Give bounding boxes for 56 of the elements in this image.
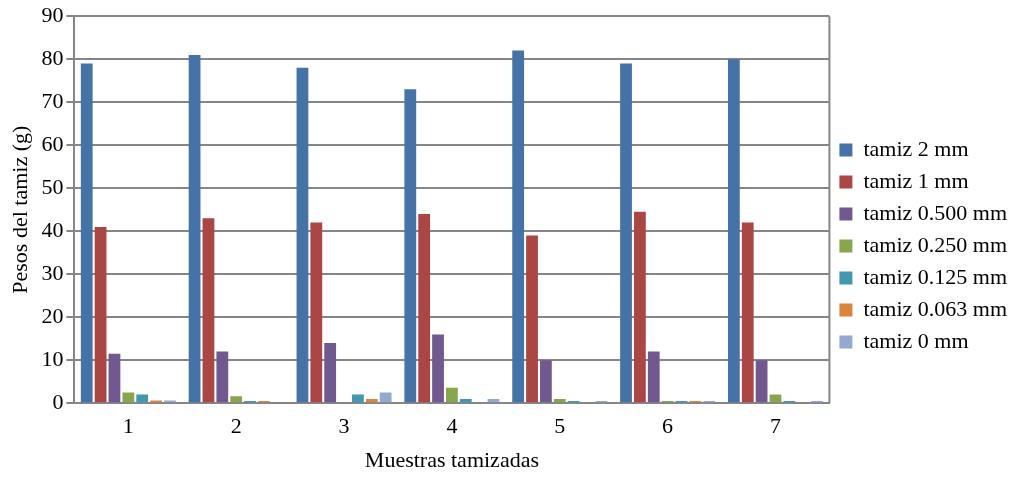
bar — [633, 211, 646, 403]
bar — [188, 54, 201, 403]
bar — [108, 353, 121, 403]
bar — [755, 360, 768, 403]
legend-label: tamiz 0.250 mm — [863, 231, 1007, 257]
bar — [741, 222, 754, 403]
x-tick-label: 3 — [338, 413, 350, 439]
bar — [446, 387, 458, 403]
bar — [230, 396, 243, 403]
y-tick-label: 70 — [41, 87, 64, 113]
bar — [540, 360, 552, 403]
bar — [122, 392, 135, 403]
x-tick-label: 7 — [769, 413, 781, 439]
y-tick-label: 50 — [41, 173, 64, 199]
legend-label: tamiz 0.500 mm — [863, 199, 1007, 225]
bar — [647, 351, 660, 403]
bar — [324, 343, 337, 403]
legend-label: tamiz 0 mm — [863, 327, 969, 353]
bar — [727, 59, 740, 403]
bar — [365, 398, 378, 403]
y-axis-title: Pesos del tamiz (g) — [6, 125, 32, 294]
x-tick-label: 6 — [662, 413, 674, 439]
legend-label: tamiz 1 mm — [863, 167, 969, 193]
x-tick-label: 5 — [554, 413, 566, 439]
y-tick-label: 80 — [41, 44, 64, 70]
bar — [620, 63, 632, 403]
y-tick-label: 0 — [52, 388, 64, 414]
y-tick-label: 60 — [41, 130, 64, 156]
y-tick-label: 40 — [41, 216, 64, 242]
x-tick-label: 2 — [230, 413, 242, 439]
bar — [526, 235, 538, 403]
y-tick-label: 90 — [41, 1, 64, 27]
bar — [80, 63, 93, 403]
y-tick-label: 20 — [41, 302, 64, 328]
bar — [404, 89, 417, 403]
bar — [352, 394, 364, 403]
legend-label: tamiz 2 mm — [863, 135, 969, 161]
bar — [296, 67, 309, 403]
bar — [553, 398, 566, 403]
x-tick-label: 4 — [446, 413, 458, 439]
bar — [459, 398, 472, 403]
bar — [136, 394, 149, 403]
legend-label: tamiz 0.063 mm — [863, 295, 1007, 321]
bar — [418, 214, 431, 403]
bar — [432, 334, 444, 403]
bar — [379, 392, 392, 403]
legend-label: tamiz 0.125 mm — [863, 263, 1007, 289]
x-axis-title: Muestras tamizadas — [364, 446, 539, 472]
bar — [310, 222, 323, 403]
bar — [512, 50, 525, 403]
bar — [202, 218, 215, 403]
bar — [94, 226, 107, 403]
bar — [216, 351, 229, 403]
y-tick-label: 30 — [41, 259, 64, 285]
y-tick-label: 10 — [41, 345, 64, 371]
x-tick-label: 1 — [122, 413, 134, 439]
